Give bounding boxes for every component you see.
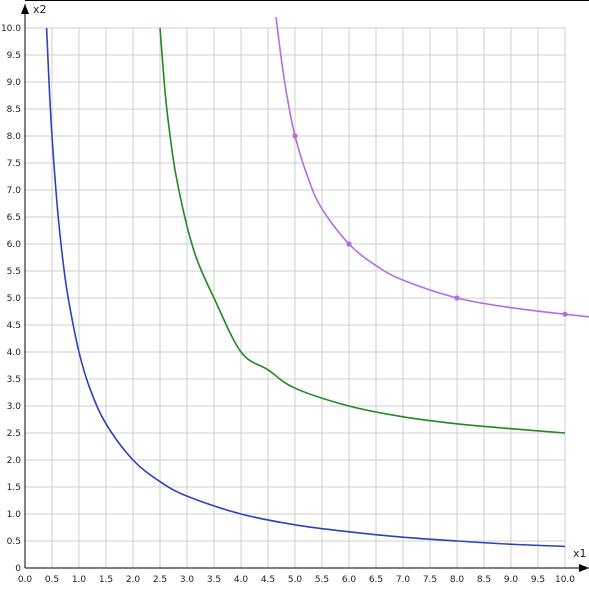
series-line-3 <box>275 17 589 318</box>
y-tick-label: 0.5 <box>7 537 21 547</box>
series-3-point <box>562 311 568 317</box>
x-tick-label: 9.5 <box>531 575 545 585</box>
x-tick-label: 4.0 <box>234 575 249 585</box>
y-tick-label: 7.5 <box>7 159 21 169</box>
x-tick-label: 10.0 <box>555 575 575 585</box>
y-tick-label: 1.5 <box>7 483 21 493</box>
y-tick-label: 4.0 <box>7 348 22 358</box>
x-tick-label: 5.5 <box>315 575 329 585</box>
y-tick-label: 8.5 <box>7 105 21 115</box>
x-tick-label: 3.5 <box>207 575 221 585</box>
y-tick-label: 7.0 <box>7 186 22 196</box>
x-tick-label: 9.0 <box>504 575 519 585</box>
x-tick-label: 0.0 <box>18 575 33 585</box>
y-tick-label: 0 <box>15 564 21 574</box>
x-tick-label: 4.5 <box>261 575 275 585</box>
axes <box>21 0 589 572</box>
series-layer <box>45 17 589 548</box>
grid <box>25 27 566 568</box>
x-tick-label: 1.0 <box>72 575 87 585</box>
x-tick-label: 0.5 <box>45 575 59 585</box>
y-axis-arrow-icon <box>21 4 29 14</box>
x-tick-label: 3.0 <box>180 575 195 585</box>
y-tick-label: 4.5 <box>7 321 21 331</box>
y-tick-label: 8.0 <box>7 132 22 142</box>
x-tick-label: 5.0 <box>288 575 303 585</box>
y-tick-label: 9.0 <box>7 78 22 88</box>
x-axis-arrow-icon <box>579 564 589 572</box>
y-tick-label: 3.5 <box>7 375 21 385</box>
x-tick-label: 8.0 <box>450 575 465 585</box>
series-line-1 <box>45 27 566 548</box>
tick-labels: 0.0 0.5 1.0 1.5 2.0 2.5 3.0 3.5 4.0 4.5 5.0 5.5 6.0 6… <box>1 24 575 585</box>
y-tick-label: 5.0 <box>7 294 22 304</box>
x-tick-label: 6.5 <box>369 575 383 585</box>
y-axis-label: x2 <box>33 3 47 16</box>
y-tick-label: 10.0 <box>1 24 21 34</box>
x-axis-label: x1 <box>573 547 587 560</box>
y-tick-label: 5.5 <box>7 267 21 277</box>
x-tick-label: 8.5 <box>477 575 491 585</box>
y-tick-label: 6.5 <box>7 213 21 223</box>
y-tick-label: 2.5 <box>7 429 21 439</box>
x-tick-label: 7.5 <box>423 575 437 585</box>
x-tick-label: 6.0 <box>342 575 357 585</box>
x-tick-label: 7.0 <box>396 575 411 585</box>
x-tick-label: 2.0 <box>126 575 141 585</box>
series-3-point <box>346 241 352 247</box>
y-tick-label: 1.0 <box>7 510 22 520</box>
y-tick-label: 6.0 <box>7 240 22 250</box>
y-tick-label: 2.0 <box>7 456 22 466</box>
y-tick-label: 3.0 <box>7 402 22 412</box>
series-3-point <box>292 133 298 139</box>
x-tick-label: 2.5 <box>153 575 167 585</box>
x-tick-label: 1.5 <box>99 575 113 585</box>
y-tick-label: 9.5 <box>7 51 21 61</box>
series-3-point <box>454 295 460 301</box>
series-line-2 <box>159 27 566 434</box>
